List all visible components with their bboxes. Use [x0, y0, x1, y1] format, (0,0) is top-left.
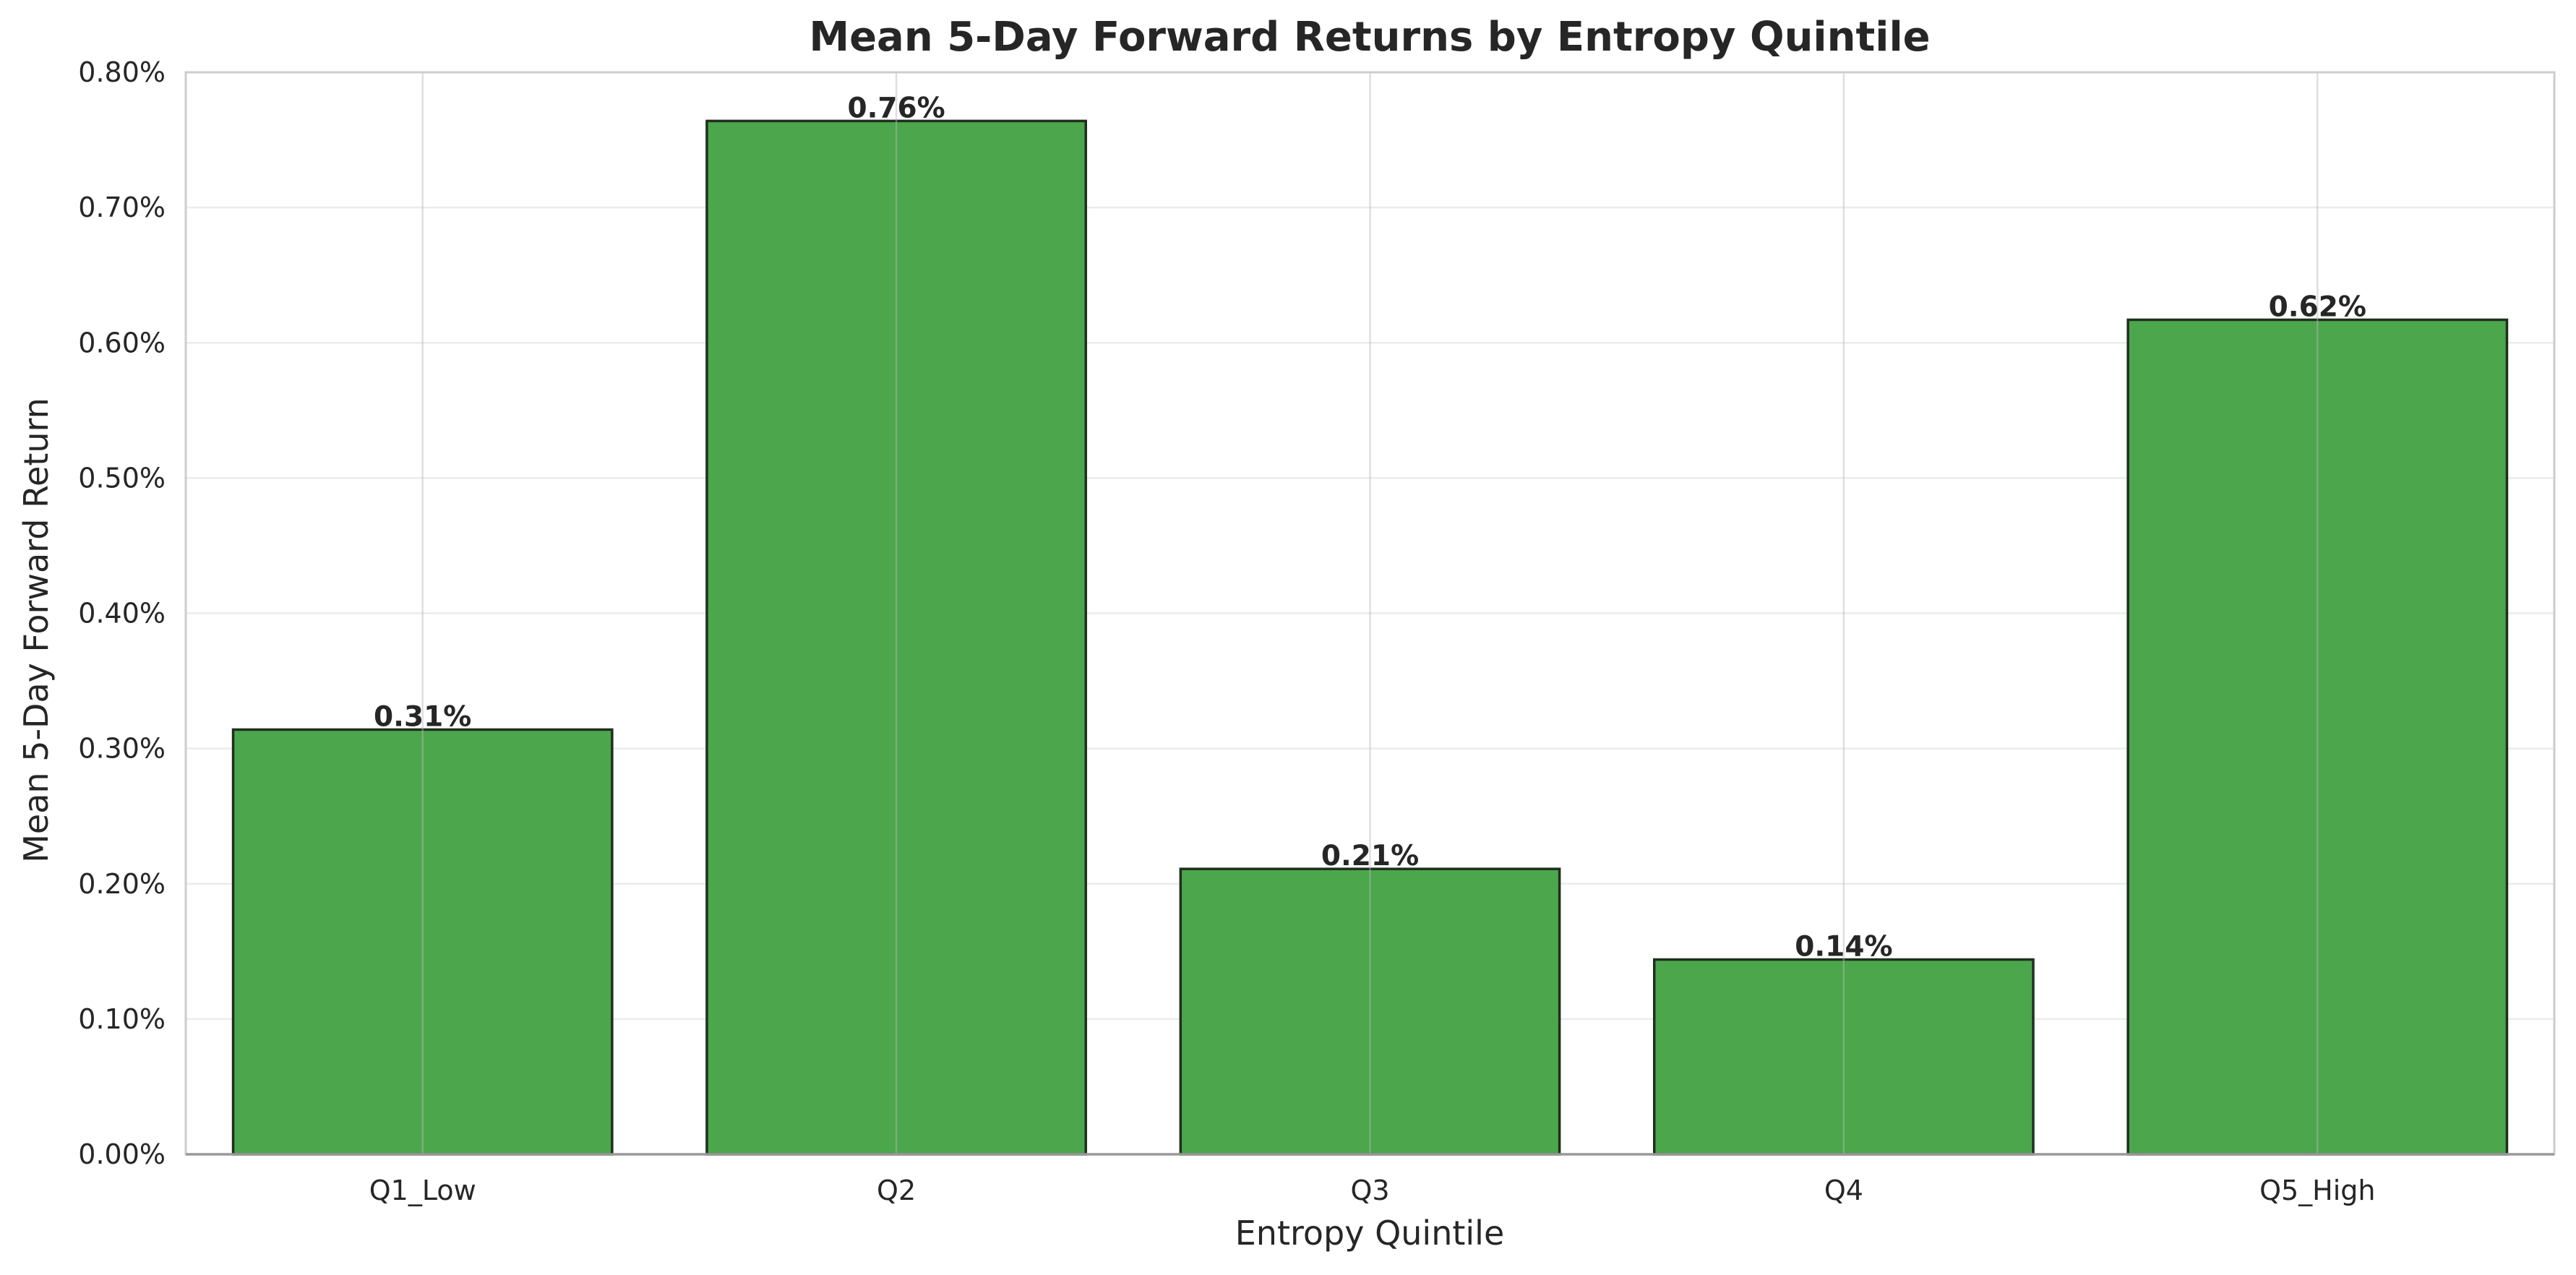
bar-value-label: 0.31%: [374, 700, 471, 733]
y-tick-label: 0.40%: [78, 598, 166, 630]
x-tick-label: Q1_Low: [369, 1175, 476, 1206]
bar-q4: [1652, 958, 2035, 1156]
bar-value-label: 0.21%: [1321, 840, 1419, 872]
bars-layer: [231, 119, 2509, 1156]
y-tick-label: 0.00%: [78, 1138, 166, 1170]
bar-q5-high: [2126, 318, 2509, 1156]
y-tick-label: 0.30%: [78, 733, 166, 765]
x-axis-ticks: Q1_Low Q2 Q3 Q4 Q5_High: [369, 1175, 2376, 1206]
x-tick-label: Q5_High: [2259, 1175, 2375, 1206]
chart-title: Mean 5-Day Forward Returns by Entropy Qu…: [809, 14, 1930, 61]
y-tick-label: 0.20%: [78, 868, 166, 900]
y-tick-label: 0.60%: [78, 327, 166, 359]
bar-q2: [705, 119, 1088, 1156]
y-tick-label: 0.80%: [78, 56, 166, 88]
bar-q1-low: [231, 728, 614, 1156]
y-axis-title: Mean 5-Day Forward Return: [17, 398, 56, 863]
x-tick-label: Q4: [1824, 1175, 1863, 1206]
y-axis-ticks: 0.00% 0.10% 0.20% 0.30% 0.40% 0.50% 0.60% 0.70%…: [78, 56, 166, 1170]
y-tick-label: 0.70%: [78, 192, 166, 223]
bar-value-label: 0.76%: [847, 92, 945, 124]
bar-value-label: 0.62%: [2269, 291, 2366, 323]
x-axis-title: Entropy Quintile: [1235, 1214, 1505, 1253]
vertical-grid-layer: [421, 72, 2319, 1154]
y-tick-label: 0.10%: [78, 1003, 166, 1035]
axes-frame: [184, 71, 2556, 1156]
data-labels: 0.31% 0.76% 0.21% 0.14% 0.62%: [374, 92, 2366, 963]
x-tick-label: Q3: [1350, 1175, 1389, 1206]
bar-value-label: 0.14%: [1795, 931, 1892, 963]
x-tick-label: Q2: [877, 1175, 916, 1206]
bar-q3: [1179, 867, 1561, 1156]
y-tick-label: 0.50%: [78, 462, 166, 494]
